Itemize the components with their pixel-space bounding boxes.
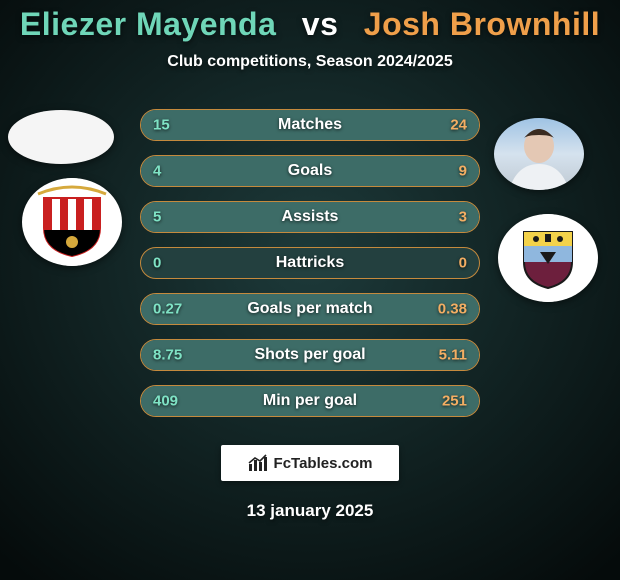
stat-left-value: 4 <box>153 163 161 180</box>
stat-row: 0.27 0.38 Goals per match <box>140 293 480 325</box>
player2-avatar <box>494 118 584 190</box>
stat-right-value: 5.11 <box>439 347 467 364</box>
brand-text: FcTables.com <box>274 455 373 472</box>
page-title: Eliezer Mayenda vs Josh Brownhill <box>0 6 620 43</box>
stat-left-value: 0.27 <box>153 301 182 318</box>
brand-badge: FcTables.com <box>221 445 399 481</box>
stat-right-value: 9 <box>459 163 467 180</box>
player1-name: Eliezer Mayenda <box>20 6 277 42</box>
stat-left-value: 5 <box>153 209 161 226</box>
vs-label: vs <box>302 6 339 42</box>
stat-row: 15 24 Matches <box>140 109 480 141</box>
stat-label: Hattricks <box>276 254 344 272</box>
player2-club-crest <box>498 214 598 302</box>
stat-label: Matches <box>278 116 342 134</box>
stat-row: 4 9 Goals <box>140 155 480 187</box>
stat-row: 8.75 5.11 Shots per goal <box>140 339 480 371</box>
stat-row: 409 251 Min per goal <box>140 385 480 417</box>
stat-left-value: 15 <box>153 117 170 134</box>
stat-row: 0 0 Hattricks <box>140 247 480 279</box>
stat-row: 5 3 Assists <box>140 201 480 233</box>
stat-right-value: 251 <box>442 393 467 410</box>
date-label: 13 january 2025 <box>0 501 620 521</box>
brand-chart-icon <box>248 454 268 472</box>
stat-right-value: 3 <box>459 209 467 226</box>
stat-label: Assists <box>282 208 339 226</box>
stat-label: Goals per match <box>247 300 372 318</box>
subtitle: Club competitions, Season 2024/2025 <box>0 53 620 71</box>
stat-label: Shots per goal <box>254 346 365 364</box>
stat-left-value: 8.75 <box>153 347 182 364</box>
stat-left-value: 0 <box>153 255 161 272</box>
stat-right-value: 0 <box>459 255 467 272</box>
stat-left-value: 409 <box>153 393 178 410</box>
stat-right-value: 24 <box>450 117 467 134</box>
player1-avatar <box>8 110 114 164</box>
player2-name: Josh Brownhill <box>364 6 600 42</box>
stat-label: Goals <box>288 162 332 180</box>
stat-bar-right <box>245 156 479 186</box>
stat-right-value: 0.38 <box>438 301 467 318</box>
player1-club-crest <box>22 178 122 266</box>
stat-label: Min per goal <box>263 392 357 410</box>
